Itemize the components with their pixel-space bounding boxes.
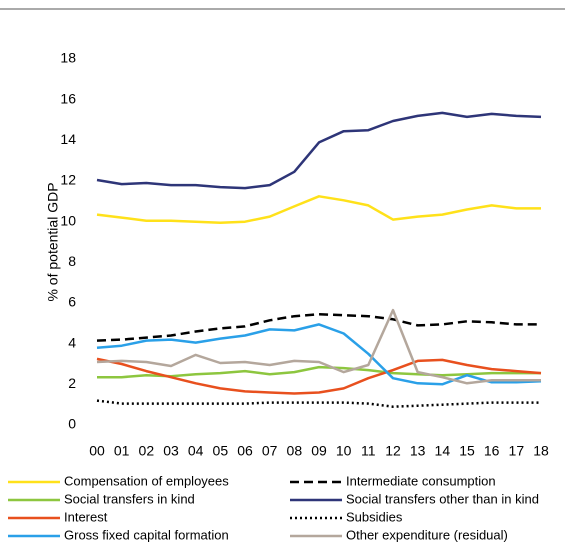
legend-label: Social transfers in kind (64, 491, 195, 506)
series-line (96, 308, 541, 385)
series-line (96, 111, 542, 190)
x-tick-label: 06 (237, 443, 253, 459)
series-line (96, 357, 542, 395)
legend: Compensation of employees Intermediate co… (8, 473, 539, 542)
x-tick-label: 02 (139, 443, 155, 459)
y-tick-label: 18 (60, 50, 76, 66)
legend-label: Other expenditure (residual) (346, 527, 508, 542)
x-tick-label: 04 (188, 443, 204, 459)
y-tick-label: 10 (60, 212, 76, 228)
x-tick-label: 09 (311, 443, 327, 459)
y-tick-label: 0 (68, 416, 76, 432)
x-tick-label: 15 (459, 443, 475, 459)
x-tick-label: 12 (385, 443, 401, 459)
series-line (96, 312, 541, 342)
x-tick-label: 03 (163, 443, 179, 459)
x-tick-label: 17 (509, 443, 525, 459)
y-tick-label: 14 (60, 131, 76, 147)
x-tick-label: 14 (435, 443, 451, 459)
x-tick-label: 07 (262, 443, 278, 459)
x-tick-label: 10 (336, 443, 352, 459)
x-tick-label: 18 (533, 443, 549, 459)
x-tick-label: 11 (361, 443, 376, 459)
x-tick-label: 08 (287, 443, 303, 459)
legend-label: Gross fixed capital formation (64, 527, 229, 542)
y-tick-label: 12 (60, 172, 76, 188)
x-tick-label: 01 (114, 443, 130, 459)
legend-label: Intermediate consumption (346, 473, 496, 488)
y-tick-label: 16 (60, 90, 76, 106)
legend-label: Subsidies (346, 509, 403, 524)
y-tick-label: 6 (68, 294, 76, 310)
y-tick-label: 8 (68, 253, 76, 269)
y-tick-label: 2 (68, 375, 76, 391)
x-tick-label: 05 (213, 443, 229, 459)
series-line (96, 399, 541, 408)
legend-label: Compensation of employees (64, 473, 229, 488)
series-line (96, 195, 541, 224)
series-line (96, 323, 542, 386)
x-tick-label: 13 (410, 443, 426, 459)
y-axis-label: % of potential GDP (45, 182, 61, 301)
x-tick-label: 16 (484, 443, 500, 459)
x-tick-label: 00 (89, 443, 105, 459)
legend-label: Interest (64, 509, 108, 524)
y-tick-label: 4 (68, 334, 76, 350)
legend-label: Social transfers other than in kind (346, 491, 539, 506)
